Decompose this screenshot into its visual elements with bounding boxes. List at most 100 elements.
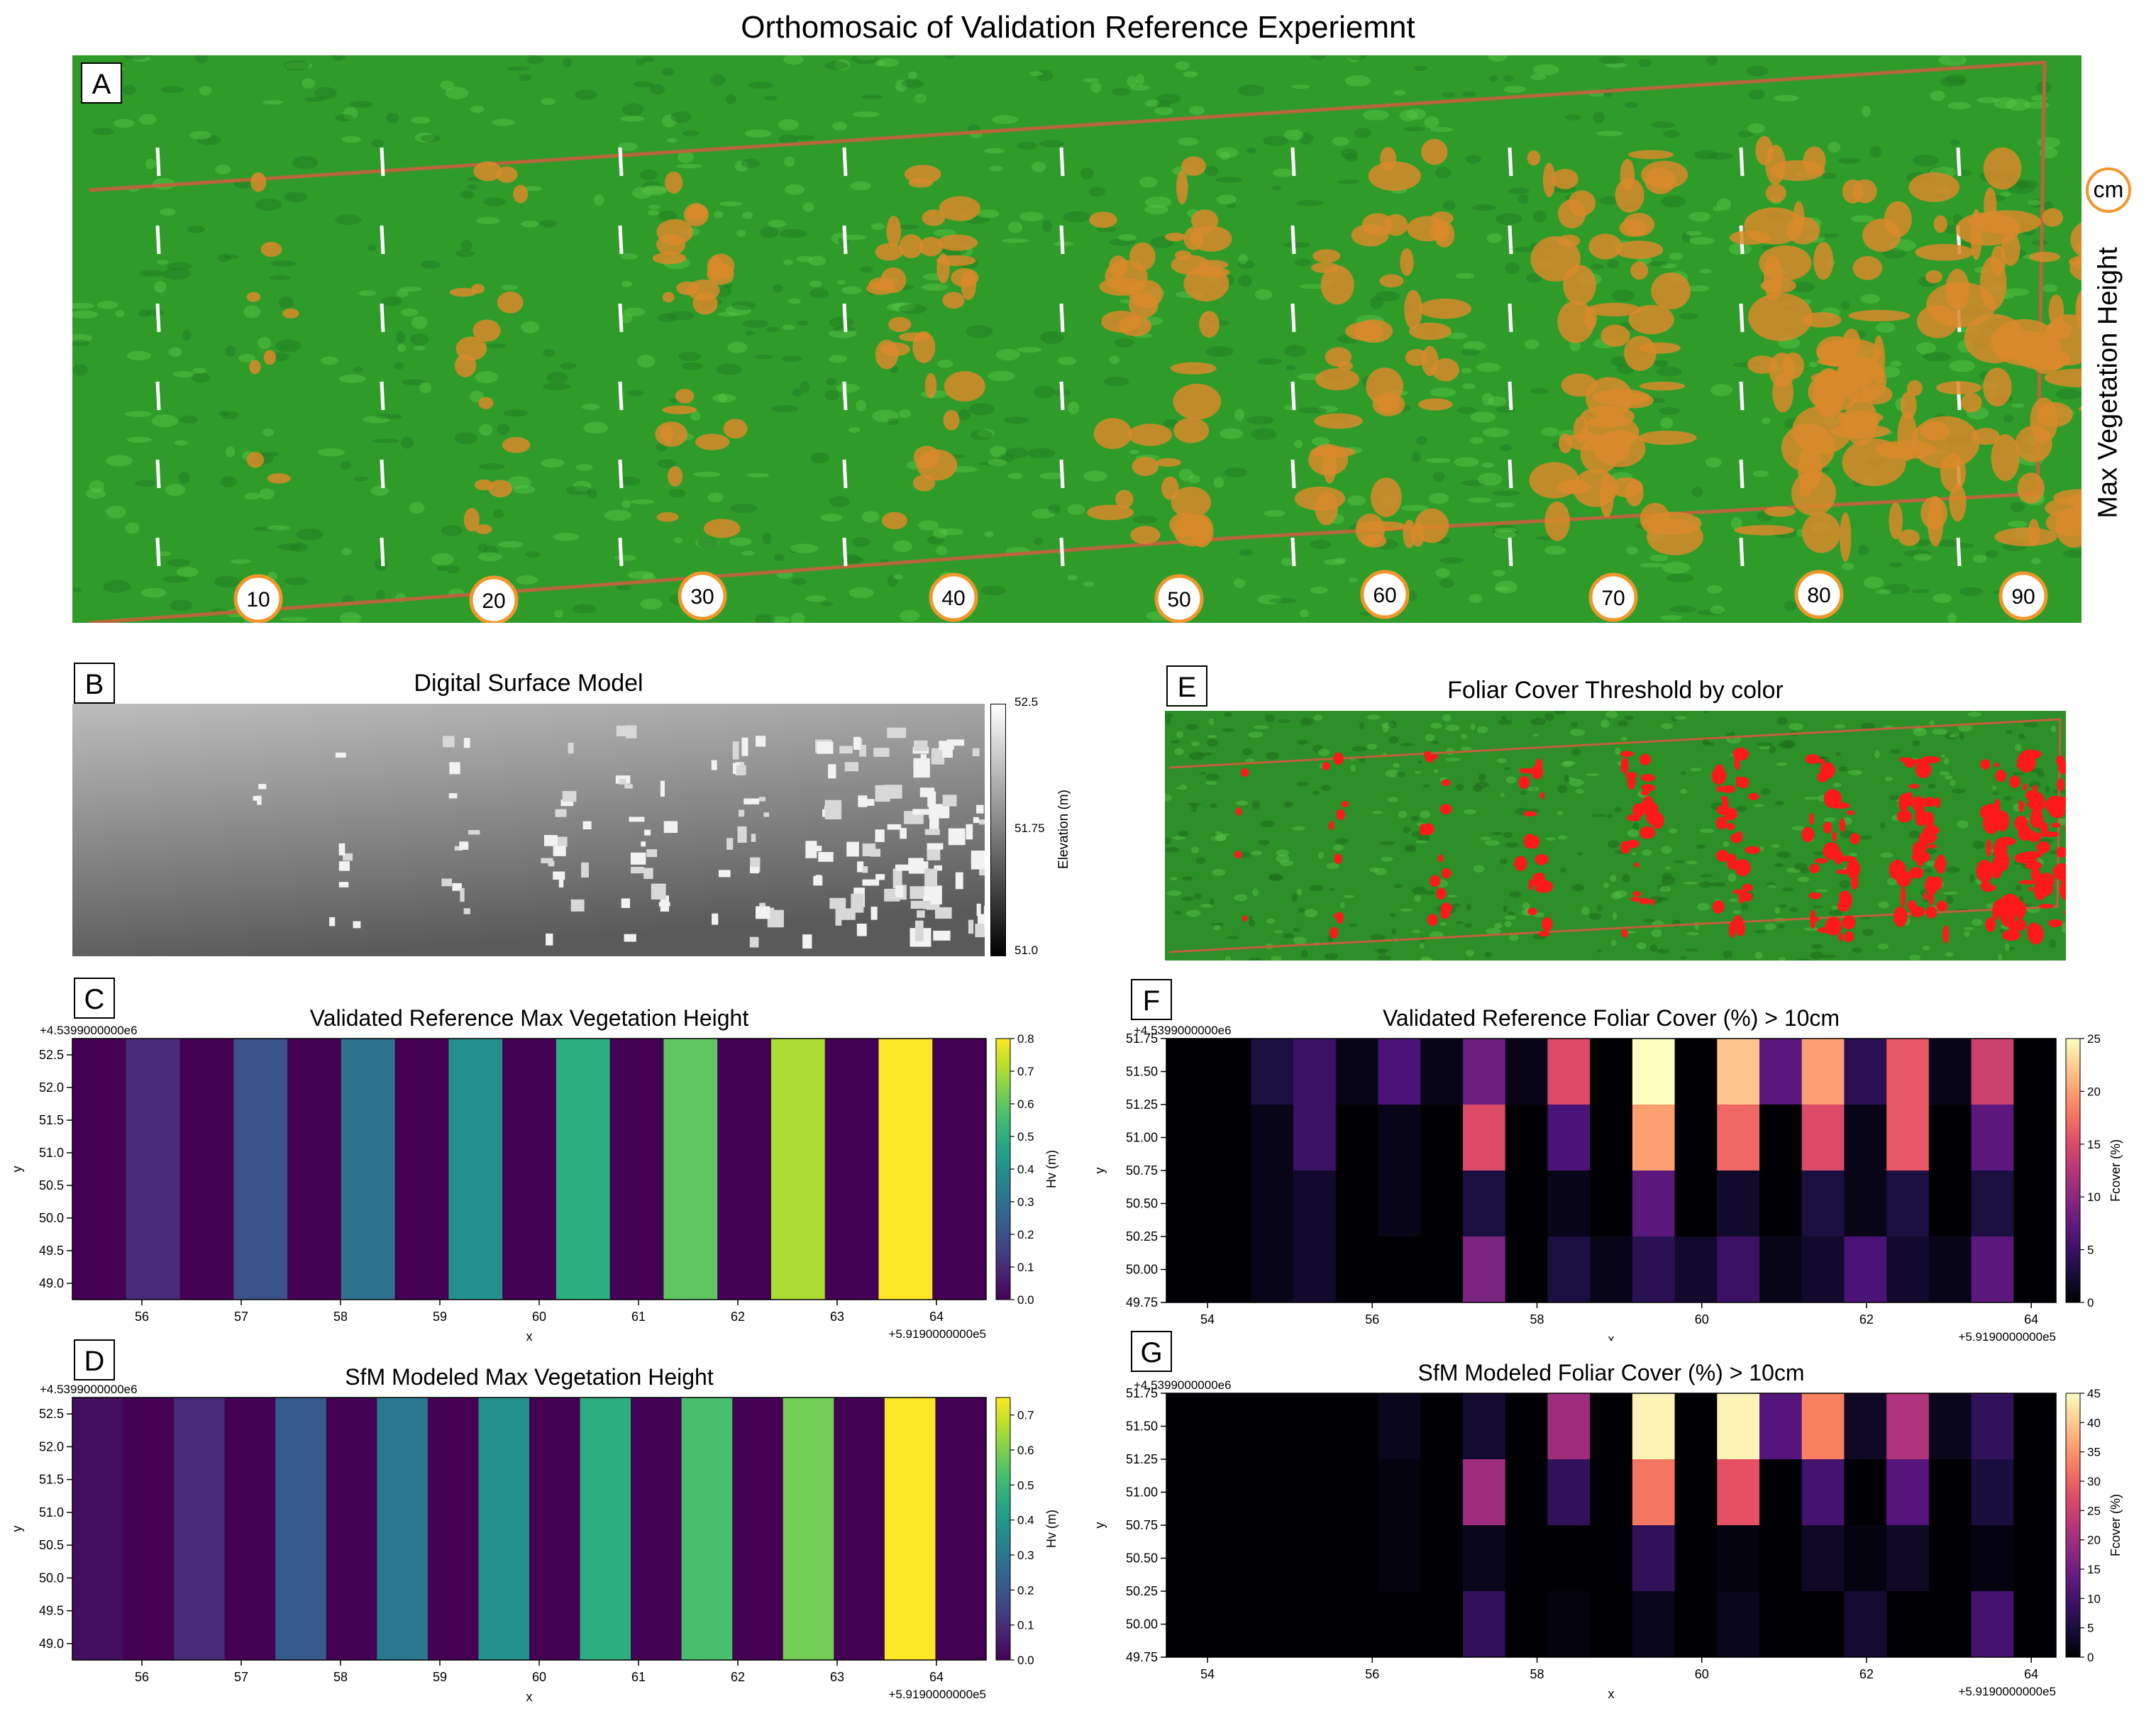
x-tick-label: 62 bbox=[731, 1310, 745, 1324]
vegetation-patch bbox=[2001, 232, 2020, 266]
grass-texture bbox=[541, 458, 565, 468]
grass-texture bbox=[258, 337, 272, 349]
vegetation-patch bbox=[463, 507, 480, 532]
heatmap-cell bbox=[1632, 1171, 1676, 1237]
threshold-grass-texture bbox=[1499, 858, 1508, 865]
grass-texture bbox=[2003, 414, 2013, 424]
threshold-grass-texture bbox=[1366, 743, 1378, 750]
foliar-cover-patch bbox=[1925, 906, 1937, 919]
grass-texture bbox=[763, 96, 778, 101]
threshold-grass-texture bbox=[1431, 740, 1439, 745]
grass-texture bbox=[1533, 64, 1559, 76]
y-tick-label: 51.5 bbox=[39, 1473, 64, 1487]
grass-texture bbox=[891, 302, 917, 312]
grass-texture bbox=[72, 587, 82, 593]
grass-texture bbox=[219, 410, 228, 416]
x-tick-label: 56 bbox=[1365, 1667, 1379, 1681]
grass-texture bbox=[627, 571, 654, 580]
threshold-grass-texture bbox=[1422, 784, 1430, 788]
colorbar-label: Fcover (%) bbox=[2108, 1494, 2123, 1556]
grass-texture bbox=[397, 343, 407, 352]
foliar-cover-patch bbox=[1994, 763, 2000, 768]
vegetation-patch bbox=[1568, 190, 1596, 216]
threshold-grass-texture bbox=[1651, 929, 1662, 938]
heatmap-cell bbox=[1844, 1105, 1887, 1171]
orthomosaic-panel: 10 20 30 40 50 60 70 80 90 bbox=[65, 49, 2146, 626]
threshold-grass-texture bbox=[1999, 929, 2005, 934]
threshold-grass-texture bbox=[1500, 792, 1505, 798]
vegetation-patch bbox=[913, 446, 940, 469]
grass-texture bbox=[1857, 544, 1869, 556]
vegetation-patch bbox=[1315, 492, 1338, 526]
grass-texture bbox=[1154, 106, 1173, 116]
dsm-vegetation-block bbox=[975, 924, 990, 938]
dsm-colorbar bbox=[990, 704, 1006, 956]
threshold-grass-texture bbox=[1945, 866, 1960, 873]
grass-texture bbox=[460, 190, 475, 199]
grass-texture bbox=[455, 250, 475, 258]
threshold-grass-texture bbox=[1496, 758, 1507, 763]
threshold-grass-texture bbox=[1632, 823, 1640, 831]
grass-texture bbox=[1455, 272, 1475, 279]
grass-texture bbox=[541, 98, 556, 105]
vegetation-patch bbox=[866, 282, 896, 295]
vegetation-patch bbox=[1379, 274, 1404, 288]
foliar-cover-patch bbox=[1639, 753, 1652, 765]
grass-texture bbox=[2016, 180, 2039, 188]
grass-texture bbox=[221, 411, 239, 420]
threshold-grass-texture bbox=[1389, 912, 1396, 917]
x-tick-label: 60 bbox=[532, 1670, 546, 1684]
grass-texture bbox=[2056, 388, 2082, 400]
foliar-cover-patch bbox=[1442, 779, 1451, 787]
heatmap-cells bbox=[72, 1398, 987, 1660]
threshold-grass-texture bbox=[1211, 922, 1225, 926]
grass-texture bbox=[1541, 427, 1559, 437]
threshold-grass-texture bbox=[1680, 788, 1688, 794]
grass-texture bbox=[800, 381, 810, 393]
threshold-grass-texture bbox=[1929, 719, 1935, 726]
grass-texture bbox=[1118, 234, 1137, 241]
grass-texture bbox=[1246, 148, 1256, 154]
foliar-cover-patch bbox=[1921, 797, 1937, 807]
foliar-cover-patch bbox=[1735, 775, 1741, 787]
grass-texture bbox=[1001, 238, 1029, 243]
y-tick-label: 51.5 bbox=[39, 1113, 64, 1127]
foliar-cover-patch bbox=[1980, 880, 1991, 890]
threshold-grass-texture bbox=[2014, 743, 2022, 751]
vegetation-patch bbox=[942, 292, 965, 309]
grass-texture bbox=[176, 567, 199, 577]
heatmap-cell bbox=[1547, 1171, 1591, 1237]
chart-title: SfM Modeled Max Vegetation Height bbox=[345, 1364, 714, 1390]
y-tick-label: 50.00 bbox=[1126, 1617, 1158, 1632]
vegetation-patch bbox=[703, 519, 741, 538]
vegetation-patch bbox=[1403, 519, 1416, 548]
vegetation-patch bbox=[1764, 507, 1796, 517]
grass-texture bbox=[519, 74, 532, 82]
dsm-vegetation-block bbox=[883, 785, 902, 799]
dsm-vegetation-block bbox=[711, 760, 717, 770]
heatmap-cells bbox=[1166, 1393, 2057, 1658]
chart-title: Validated Reference Max Vegetation Heigh… bbox=[310, 1005, 749, 1031]
dsm-vegetation-block bbox=[660, 780, 665, 797]
dsm-vegetation-block bbox=[828, 764, 836, 779]
vegetation-patch bbox=[2037, 402, 2073, 427]
dsm-vegetation-block bbox=[870, 907, 878, 920]
heatmap-cell bbox=[834, 1398, 885, 1660]
dsm-vegetation-block bbox=[541, 858, 553, 863]
grass-texture bbox=[1524, 339, 1539, 350]
threshold-grass-texture bbox=[1455, 921, 1464, 924]
vegetation-patch bbox=[944, 371, 985, 402]
vegetation-patch bbox=[875, 243, 904, 261]
heatmap-cell bbox=[341, 1039, 396, 1300]
grass-texture bbox=[661, 67, 675, 77]
dsm-vegetation-block bbox=[892, 868, 902, 889]
threshold-grass-texture bbox=[1775, 800, 1784, 806]
white-stake bbox=[1059, 459, 1065, 489]
threshold-grass-texture bbox=[1503, 767, 1511, 770]
grass-texture bbox=[1310, 586, 1328, 594]
vegetation-patch bbox=[1747, 355, 1777, 374]
colorbar-tick-label: 35 bbox=[2087, 1446, 2101, 1459]
x-tick-label: 62 bbox=[1859, 1312, 1874, 1327]
grass-texture bbox=[565, 485, 592, 496]
foliar-cover-patch bbox=[1721, 785, 1736, 793]
